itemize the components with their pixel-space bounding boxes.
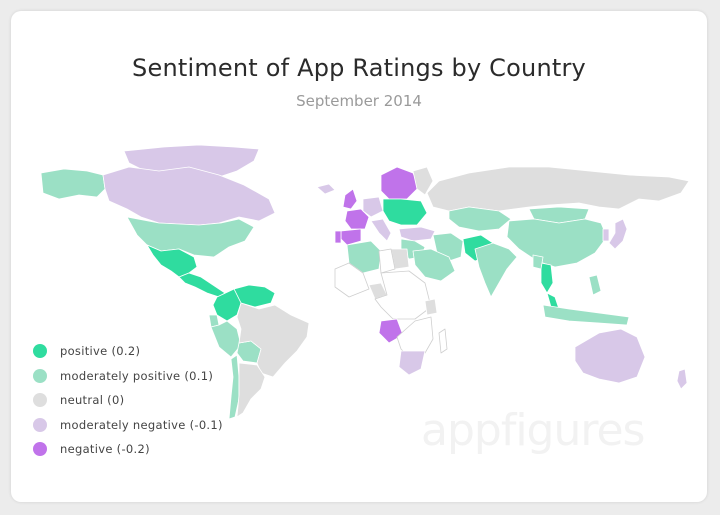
region-saudi-arabia[interactable] bbox=[412, 248, 456, 282]
region-argentina[interactable] bbox=[236, 362, 266, 418]
region-finland[interactable] bbox=[412, 166, 434, 196]
region-kenya[interactable] bbox=[424, 298, 438, 316]
region-central-america[interactable] bbox=[178, 272, 226, 298]
world-sentiment-map bbox=[40, 144, 690, 420]
region-southern-africa[interactable] bbox=[396, 316, 434, 358]
chart-subtitle: September 2014 bbox=[296, 92, 422, 110]
region-russia[interactable] bbox=[426, 166, 690, 212]
region-portugal[interactable] bbox=[334, 230, 342, 244]
region-australia[interactable] bbox=[574, 328, 646, 384]
region-indonesia[interactable] bbox=[542, 304, 630, 326]
region-spain[interactable] bbox=[340, 228, 362, 246]
region-thailand[interactable] bbox=[540, 262, 554, 294]
region-france[interactable] bbox=[344, 208, 370, 230]
appfigures-watermark: appfigures bbox=[421, 405, 645, 456]
region-chile[interactable] bbox=[228, 354, 240, 420]
region-india[interactable] bbox=[474, 242, 518, 298]
region-united-kingdom[interactable] bbox=[342, 188, 358, 210]
region-north-africa[interactable] bbox=[378, 248, 396, 274]
region-philippines[interactable] bbox=[588, 274, 602, 296]
region-korea[interactable] bbox=[602, 228, 610, 242]
region-southeast-asia[interactable] bbox=[532, 254, 544, 270]
region-japan[interactable] bbox=[608, 218, 628, 250]
map-card: Sentiment of App Ratings by Country Sept… bbox=[11, 11, 707, 502]
region-central-europe[interactable] bbox=[382, 198, 428, 226]
legend-swatch-moderately-negative bbox=[33, 417, 47, 432]
legend-label: moderately positive (0.1) bbox=[60, 368, 214, 383]
region-peru[interactable] bbox=[210, 320, 242, 358]
region-kazakhstan[interactable] bbox=[448, 206, 512, 232]
region-scandinavia[interactable] bbox=[380, 166, 420, 200]
legend-swatch-neutral bbox=[33, 393, 47, 407]
region-west-africa[interactable] bbox=[334, 262, 370, 298]
region-madagascar[interactable] bbox=[438, 328, 448, 354]
region-brazil[interactable] bbox=[236, 302, 310, 378]
region-china[interactable] bbox=[506, 218, 608, 268]
region-italy[interactable] bbox=[370, 218, 392, 242]
region-germany[interactable] bbox=[362, 196, 384, 218]
legend-label: negative (-0.2) bbox=[60, 442, 150, 456]
region-colombia[interactable] bbox=[212, 288, 242, 322]
region-alaska[interactable] bbox=[40, 168, 106, 200]
legend-label: positive (0.2) bbox=[60, 344, 141, 358]
legend-swatch-moderately-positive bbox=[33, 368, 47, 383]
chart-title: Sentiment of App Ratings by Country bbox=[132, 54, 586, 82]
region-turkey[interactable] bbox=[398, 226, 436, 242]
region-central-africa[interactable] bbox=[374, 270, 432, 320]
legend-label: neutral (0) bbox=[60, 393, 125, 407]
region-south-africa[interactable] bbox=[398, 350, 426, 376]
region-new-zealand[interactable] bbox=[676, 368, 688, 390]
legend-swatch-positive bbox=[33, 344, 47, 358]
region-canada[interactable] bbox=[102, 166, 276, 226]
region-iceland[interactable] bbox=[316, 183, 336, 195]
legend-swatch-negative bbox=[33, 442, 47, 456]
legend-label: moderately negative (-0.1) bbox=[60, 417, 223, 432]
